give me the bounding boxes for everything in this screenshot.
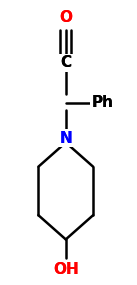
Text: Ph: Ph bbox=[92, 95, 114, 110]
Text: Ph: Ph bbox=[92, 95, 114, 110]
Text: C: C bbox=[60, 55, 71, 70]
Text: O: O bbox=[59, 10, 72, 25]
Text: Ph: Ph bbox=[92, 95, 114, 110]
Text: OH: OH bbox=[53, 262, 79, 277]
Text: O: O bbox=[59, 10, 72, 25]
Text: N: N bbox=[59, 131, 72, 146]
Text: C: C bbox=[60, 55, 71, 70]
Text: OH: OH bbox=[53, 262, 79, 277]
Text: N: N bbox=[59, 131, 72, 146]
Text: O: O bbox=[59, 10, 72, 25]
Text: C: C bbox=[60, 55, 71, 70]
Text: OH: OH bbox=[53, 262, 79, 277]
Text: N: N bbox=[59, 131, 72, 146]
